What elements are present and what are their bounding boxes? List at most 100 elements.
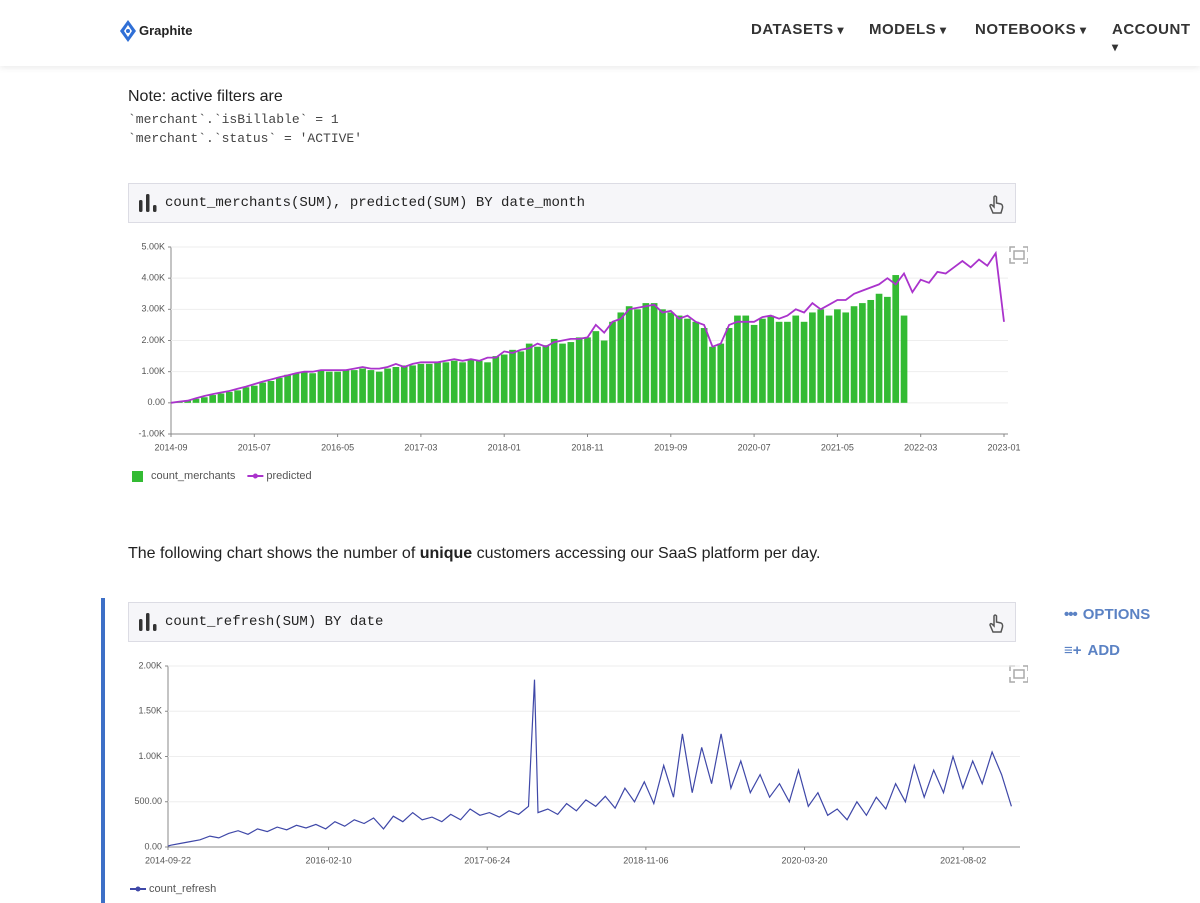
bar <box>601 341 608 403</box>
options-button[interactable]: •••OPTIONS <box>1064 606 1150 623</box>
x-tick-label: 2016-05 <box>321 442 354 452</box>
bar <box>734 316 741 403</box>
selection-bar <box>101 598 105 903</box>
bar <box>476 361 483 403</box>
bar <box>301 372 308 403</box>
bar <box>667 312 674 402</box>
y-tick-label: 1.00K <box>141 366 165 376</box>
bar <box>418 364 425 403</box>
logo-text[interactable]: Graphite <box>139 23 192 38</box>
x-tick-label: 2020-07 <box>738 442 771 452</box>
bar <box>834 309 841 403</box>
x-tick-label: 2021-08-02 <box>940 855 986 865</box>
x-tick-label: 2016-02-10 <box>306 855 352 865</box>
hand-icon[interactable] <box>987 612 1005 634</box>
bar <box>776 322 783 403</box>
x-tick-label: 2014-09-22 <box>145 855 191 865</box>
bar <box>742 316 749 403</box>
chart-title: count_merchants(SUM), predicted(SUM) BY … <box>165 195 585 211</box>
bar <box>501 355 508 403</box>
y-tick-label: 0.00 <box>144 841 162 851</box>
bar <box>451 361 458 403</box>
logo-icon <box>119 19 137 43</box>
expand-icon[interactable] <box>1010 247 1028 263</box>
x-tick-label: 2022-03 <box>904 442 937 452</box>
y-tick-label: 5.00K <box>141 241 165 251</box>
bar <box>859 303 866 403</box>
bar <box>726 328 733 403</box>
bar <box>792 316 799 403</box>
bar <box>609 322 616 403</box>
bar <box>509 350 516 403</box>
x-tick-label: 2021-05 <box>821 442 854 452</box>
bar <box>767 316 774 403</box>
bar <box>676 316 683 403</box>
bar <box>393 367 400 403</box>
bar <box>359 369 366 403</box>
bar <box>759 319 766 403</box>
y-tick-label: 0.00 <box>147 397 165 407</box>
nav-item[interactable]: NOTEBOOKS <box>975 21 1087 38</box>
bar <box>851 306 858 403</box>
add-button[interactable]: ≡+ADD <box>1064 642 1120 659</box>
bar <box>443 362 450 403</box>
bar <box>534 347 541 403</box>
bar <box>634 309 641 403</box>
y-tick-label: 4.00K <box>141 273 165 283</box>
bar <box>384 369 391 403</box>
chart-icon <box>137 192 159 214</box>
bar <box>426 364 433 403</box>
line <box>168 680 1011 847</box>
bar <box>401 365 408 402</box>
bar <box>276 378 283 403</box>
bar <box>701 328 708 403</box>
bar <box>376 372 383 403</box>
expand-icon[interactable] <box>1010 666 1028 682</box>
x-tick-label: 2023-01 <box>987 442 1020 452</box>
x-tick-label: 2020-03-20 <box>782 855 828 865</box>
bar <box>751 325 758 403</box>
bar <box>484 362 491 403</box>
bar <box>334 372 341 403</box>
bar <box>218 393 225 402</box>
bar <box>592 331 599 403</box>
filter: `merchant`.`isBillable` = 1 <box>128 112 339 127</box>
y-tick-label: 1.50K <box>138 706 162 716</box>
paragraph: The following chart shows the number of … <box>128 545 820 563</box>
bar <box>468 359 475 403</box>
chart-header: count_merchants(SUM), predicted(SUM) BY … <box>128 183 1016 223</box>
bar <box>518 351 525 402</box>
x-tick-label: 2018-01 <box>488 442 521 452</box>
x-tick-label: 2017-03 <box>404 442 437 452</box>
bar <box>717 344 724 403</box>
x-tick-label: 2019-09 <box>654 442 687 452</box>
bar <box>568 342 575 403</box>
bar <box>684 319 691 403</box>
bar <box>243 387 250 403</box>
bar <box>259 383 266 403</box>
y-tick-label: 500.00 <box>134 796 162 806</box>
bar <box>409 365 416 402</box>
paragraph-bold: unique <box>420 545 472 562</box>
nav-item[interactable]: DATASETS <box>751 21 844 38</box>
bar <box>884 297 891 403</box>
legend-label: count_refresh <box>149 883 216 895</box>
bar <box>801 322 808 403</box>
bar <box>584 337 591 402</box>
options-label[interactable]: OPTIONS <box>1083 606 1151 623</box>
add-label[interactable]: ADD <box>1088 642 1121 659</box>
chart: 0.00500.001.00K1.50K2.00K2014-09-222016-… <box>128 656 1028 903</box>
y-tick-label: 2.00K <box>138 660 162 670</box>
bar <box>659 309 666 403</box>
bar <box>551 339 558 403</box>
bar <box>617 312 624 402</box>
bar <box>526 344 533 403</box>
chart-title: count_refresh(SUM) BY date <box>165 614 383 630</box>
bar <box>493 356 500 403</box>
nav-item[interactable]: MODELS <box>869 21 947 38</box>
bar <box>351 370 358 403</box>
nav-item[interactable]: ACCOUNT <box>1112 21 1200 55</box>
hand-icon[interactable] <box>987 193 1005 215</box>
y-tick-label: -1.00K <box>138 428 165 438</box>
